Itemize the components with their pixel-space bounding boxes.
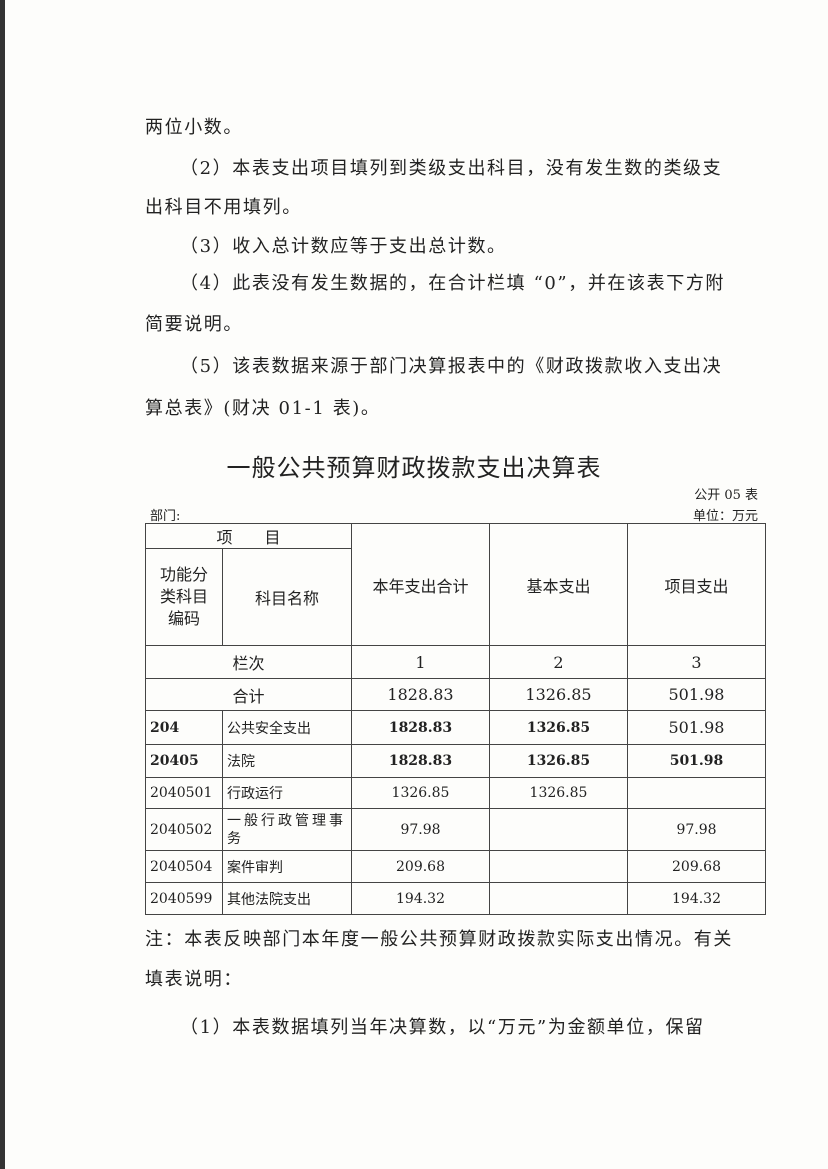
- table-row: 2040501 行政运行 1326.85 1326.85: [145, 777, 766, 809]
- row-basic: [489, 850, 628, 883]
- row-total: 194.32: [351, 882, 490, 915]
- paragraph: 两位小数。: [145, 117, 243, 138]
- column-index: 1: [351, 645, 490, 679]
- row-code: 2040501: [145, 777, 223, 809]
- row-basic: [489, 882, 628, 915]
- row-name: 行政运行: [222, 777, 352, 809]
- sum-project: 501.98: [627, 678, 766, 711]
- row-total: 1828.83: [351, 744, 490, 778]
- header-total: 本年支出合计: [351, 523, 490, 646]
- row-project: 501.98: [627, 710, 766, 745]
- row-project: 97.98: [627, 808, 766, 851]
- paragraph: （5）该表数据来源于部门决算报表中的《财政拨款收入支出决: [180, 356, 723, 377]
- sum-row: 合计 1828.83 1326.85 501.98: [145, 678, 766, 711]
- paragraph: 出科目不用填列。: [145, 197, 302, 218]
- row-total: 97.98: [351, 808, 490, 851]
- paragraph: 算总表》(财决 01-1 表)。: [145, 398, 381, 419]
- row-basic: 1326.85: [489, 744, 628, 778]
- paragraph: （2）本表支出项目填列到类级支出科目，没有发生数的类级支: [180, 158, 723, 179]
- header-basic: 基本支出: [489, 523, 628, 646]
- row-name: 一般行政管理事务: [222, 808, 352, 851]
- row-name: 其他法院支出: [222, 882, 352, 915]
- header-project: 项目支出: [627, 523, 766, 646]
- row-code: 2040599: [145, 882, 223, 915]
- row-code: 2040502: [145, 808, 223, 851]
- header-item: 项 目: [145, 523, 352, 549]
- row-code: 2040504: [145, 850, 223, 883]
- table-row: 2040502 一般行政管理事务 97.98 97.98: [145, 808, 766, 851]
- table-row: 2040504 案件审判 209.68 209.68: [145, 850, 766, 883]
- row-code: 20405: [145, 744, 223, 778]
- header-code: 功能分类科目编码: [145, 548, 223, 646]
- row-total: 1828.83: [351, 710, 490, 745]
- department-label: 部门:: [150, 509, 181, 524]
- form-code: 公开 05 表: [694, 488, 758, 503]
- row-project: [627, 777, 766, 809]
- row-total: 209.68: [351, 850, 490, 883]
- unit-label: 单位：万元: [692, 509, 758, 524]
- row-project: 194.32: [627, 882, 766, 915]
- sum-label: 合计: [145, 678, 352, 711]
- column-index-label: 栏次: [145, 645, 352, 679]
- row-project: 501.98: [627, 744, 766, 778]
- table-row: 2040599 其他法院支出 194.32 194.32: [145, 882, 766, 915]
- table-row: 20405 法院 1828.83 1326.85 501.98: [145, 744, 766, 778]
- paragraph: （3）收入总计数应等于支出总计数。: [180, 236, 507, 257]
- row-name: 案件审判: [222, 850, 352, 883]
- paragraph: 简要说明。: [145, 314, 243, 335]
- scan-edge: [0, 0, 5, 1169]
- note-paragraph: 注：本表反映部门本年度一般公共预算财政拨款实际支出情况。有关: [145, 929, 733, 950]
- row-basic: [489, 808, 628, 851]
- note-paragraph: （1）本表数据填列当年决算数，以“万元”为金额单位，保留: [180, 1017, 705, 1038]
- table-row: 204 公共安全支出 1828.83 1326.85 501.98: [145, 710, 766, 745]
- table-title: 一般公共预算财政拨款支出决算表: [226, 454, 602, 482]
- row-code: 204: [145, 710, 223, 745]
- expenditure-table: 项 目 本年支出合计 基本支出 项目支出 功能分类科目编码 科目名称 栏次 1 …: [145, 523, 766, 915]
- note-paragraph: 填表说明：: [145, 969, 243, 990]
- column-index: 2: [489, 645, 628, 679]
- row-basic: 1326.85: [489, 710, 628, 745]
- row-name: 公共安全支出: [222, 710, 352, 745]
- row-project: 209.68: [627, 850, 766, 883]
- row-total: 1326.85: [351, 777, 490, 809]
- row-basic: 1326.85: [489, 777, 628, 809]
- column-index: 3: [627, 645, 766, 679]
- sum-total: 1828.83: [351, 678, 490, 711]
- paragraph: （4）此表没有发生数据的，在合计栏填 “0”，并在该表下方附: [180, 273, 726, 294]
- row-name: 法院: [222, 744, 352, 778]
- header-name: 科目名称: [222, 548, 352, 646]
- sum-basic: 1326.85: [489, 678, 628, 711]
